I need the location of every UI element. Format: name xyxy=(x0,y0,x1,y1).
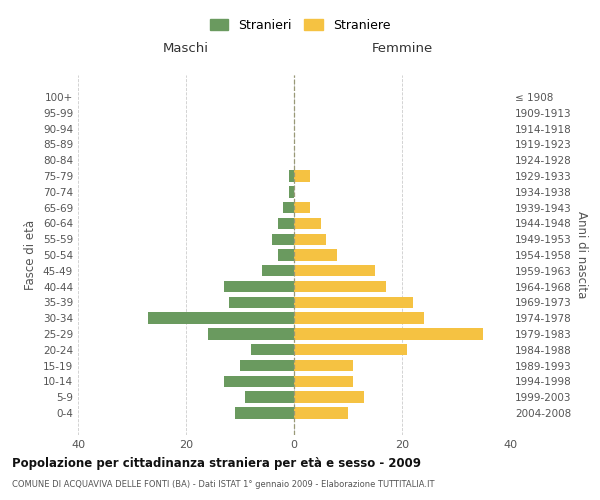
Bar xyxy=(294,234,326,245)
Bar xyxy=(224,376,294,387)
Bar xyxy=(294,408,348,418)
Y-axis label: Anni di nascita: Anni di nascita xyxy=(575,212,588,298)
Bar xyxy=(294,296,413,308)
Bar xyxy=(294,202,310,213)
Text: COMUNE DI ACQUAVIVA DELLE FONTI (BA) - Dati ISTAT 1° gennaio 2009 - Elaborazione: COMUNE DI ACQUAVIVA DELLE FONTI (BA) - D… xyxy=(12,480,434,489)
Bar xyxy=(294,265,375,276)
Bar xyxy=(229,296,294,308)
Bar xyxy=(208,328,294,340)
Bar xyxy=(294,360,353,372)
Bar xyxy=(294,376,353,387)
Bar xyxy=(294,344,407,356)
Legend: Stranieri, Straniere: Stranieri, Straniere xyxy=(205,14,395,37)
Bar xyxy=(278,218,294,229)
Text: Femmine: Femmine xyxy=(371,42,433,55)
Bar xyxy=(235,408,294,418)
Bar xyxy=(294,250,337,260)
Bar xyxy=(294,392,364,403)
Bar xyxy=(240,360,294,372)
Bar xyxy=(245,392,294,403)
Bar xyxy=(251,344,294,356)
Bar xyxy=(294,281,386,292)
Bar xyxy=(283,202,294,213)
Y-axis label: Fasce di età: Fasce di età xyxy=(25,220,37,290)
Bar xyxy=(262,265,294,276)
Text: Popolazione per cittadinanza straniera per età e sesso - 2009: Popolazione per cittadinanza straniera p… xyxy=(12,458,421,470)
Bar xyxy=(289,170,294,181)
Text: Maschi: Maschi xyxy=(163,42,209,55)
Bar xyxy=(289,186,294,198)
Bar xyxy=(294,218,321,229)
Bar xyxy=(224,281,294,292)
Bar xyxy=(294,328,483,340)
Bar xyxy=(294,312,424,324)
Bar xyxy=(148,312,294,324)
Bar xyxy=(278,250,294,260)
Bar xyxy=(294,170,310,181)
Bar xyxy=(272,234,294,245)
